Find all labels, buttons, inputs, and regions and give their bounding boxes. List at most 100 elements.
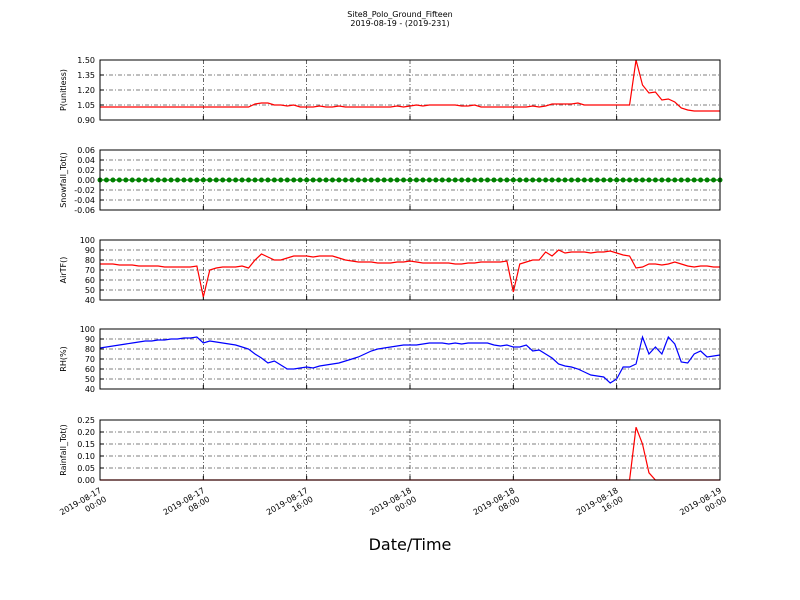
data-point [175, 177, 180, 183]
data-point [342, 177, 348, 183]
data-point [575, 177, 581, 183]
data-point [323, 177, 329, 183]
data-point [691, 177, 697, 183]
plot-frame [99, 149, 721, 211]
data-point [200, 177, 206, 183]
y-tick-label: 0.90 [77, 116, 95, 125]
data-point [207, 177, 213, 183]
data-point [420, 177, 426, 183]
y-tick-label: 1.20 [77, 86, 95, 95]
y-tick-label: 0.02 [77, 166, 95, 175]
data-point [355, 177, 361, 183]
data-point [413, 177, 419, 183]
data-point [433, 177, 439, 183]
data-point [627, 177, 633, 183]
data-point [187, 177, 193, 183]
data-point [220, 177, 226, 183]
y-tick-label: 0.10 [77, 452, 95, 461]
data-point [646, 177, 652, 183]
data-point [698, 177, 704, 183]
data-point [168, 177, 174, 183]
data-point [239, 177, 245, 183]
y-axis-label: P(unitless) [59, 69, 68, 111]
y-axis-label: RH(%) [59, 346, 68, 371]
data-line [100, 59, 720, 112]
y-tick-label: 1.50 [77, 56, 95, 65]
data-point [246, 177, 252, 183]
data-point [665, 177, 671, 183]
data-point [162, 177, 168, 183]
data-point [523, 177, 529, 183]
data-point [252, 177, 258, 183]
data-point [284, 177, 290, 183]
data-point [258, 177, 264, 183]
data-point [704, 177, 710, 183]
data-point [291, 177, 297, 183]
data-point [446, 177, 452, 183]
data-point [620, 177, 626, 183]
data-point [478, 177, 484, 183]
plot-frame [99, 59, 721, 121]
data-point [426, 177, 432, 183]
y-tick-label: 0.05 [77, 464, 95, 473]
y-tick-label: 1.35 [77, 71, 95, 80]
data-point [652, 177, 658, 183]
y-tick-label: 60 [85, 365, 95, 374]
data-point [472, 177, 478, 183]
data-point [517, 177, 523, 183]
y-tick-label: 0.20 [77, 428, 95, 437]
y-tick-label: 50 [85, 375, 95, 384]
data-point [149, 177, 155, 183]
data-point [465, 177, 471, 183]
data-point [504, 177, 510, 183]
y-tick-label: 70 [85, 355, 95, 364]
y-axis-label: Rainfall_Tot() [59, 424, 68, 476]
x-axis-label: Date/Time [369, 535, 452, 554]
y-tick-label: 1.05 [77, 101, 95, 110]
data-line [100, 249, 720, 298]
data-point [497, 177, 503, 183]
data-point [136, 177, 142, 183]
data-point [265, 177, 271, 183]
data-point [672, 177, 678, 183]
y-tick-label: 0.15 [77, 440, 95, 449]
data-point [601, 177, 607, 183]
y-tick-label: 60 [85, 276, 95, 285]
data-point [439, 177, 445, 183]
data-point [407, 177, 413, 183]
plot-frame [99, 328, 721, 390]
data-point [129, 177, 135, 183]
data-point [581, 177, 587, 183]
data-point [594, 177, 600, 183]
y-tick-label: 100 [80, 325, 95, 334]
data-point [510, 177, 516, 183]
data-point [678, 177, 684, 183]
data-point [640, 177, 645, 183]
data-point [226, 177, 232, 183]
data-point [556, 177, 562, 183]
data-point [685, 177, 691, 183]
data-point [530, 177, 536, 183]
y-tick-label: 100 [80, 236, 95, 245]
data-point [317, 177, 323, 183]
y-tick-label: 90 [85, 246, 95, 255]
y-tick-label: 40 [85, 296, 95, 305]
data-point [194, 177, 200, 183]
plot-frame [99, 239, 721, 301]
data-point [349, 177, 355, 183]
y-tick-label: 80 [85, 345, 95, 354]
y-tick-label: 90 [85, 335, 95, 344]
data-point [381, 177, 387, 183]
data-point [485, 177, 490, 183]
y-axis-label: Snowfall_Tot() [59, 152, 68, 208]
data-point [330, 177, 335, 183]
y-tick-label: 0.25 [77, 416, 95, 425]
y-tick-label: 70 [85, 266, 95, 275]
data-point [452, 177, 458, 183]
data-point [362, 177, 368, 183]
data-point [123, 177, 129, 183]
y-tick-label: 40 [85, 385, 95, 394]
y-tick-label: 0.04 [77, 156, 95, 165]
chart-subtitle: 2019-08-19 - (2019-231) [350, 19, 449, 28]
data-point [278, 177, 284, 183]
